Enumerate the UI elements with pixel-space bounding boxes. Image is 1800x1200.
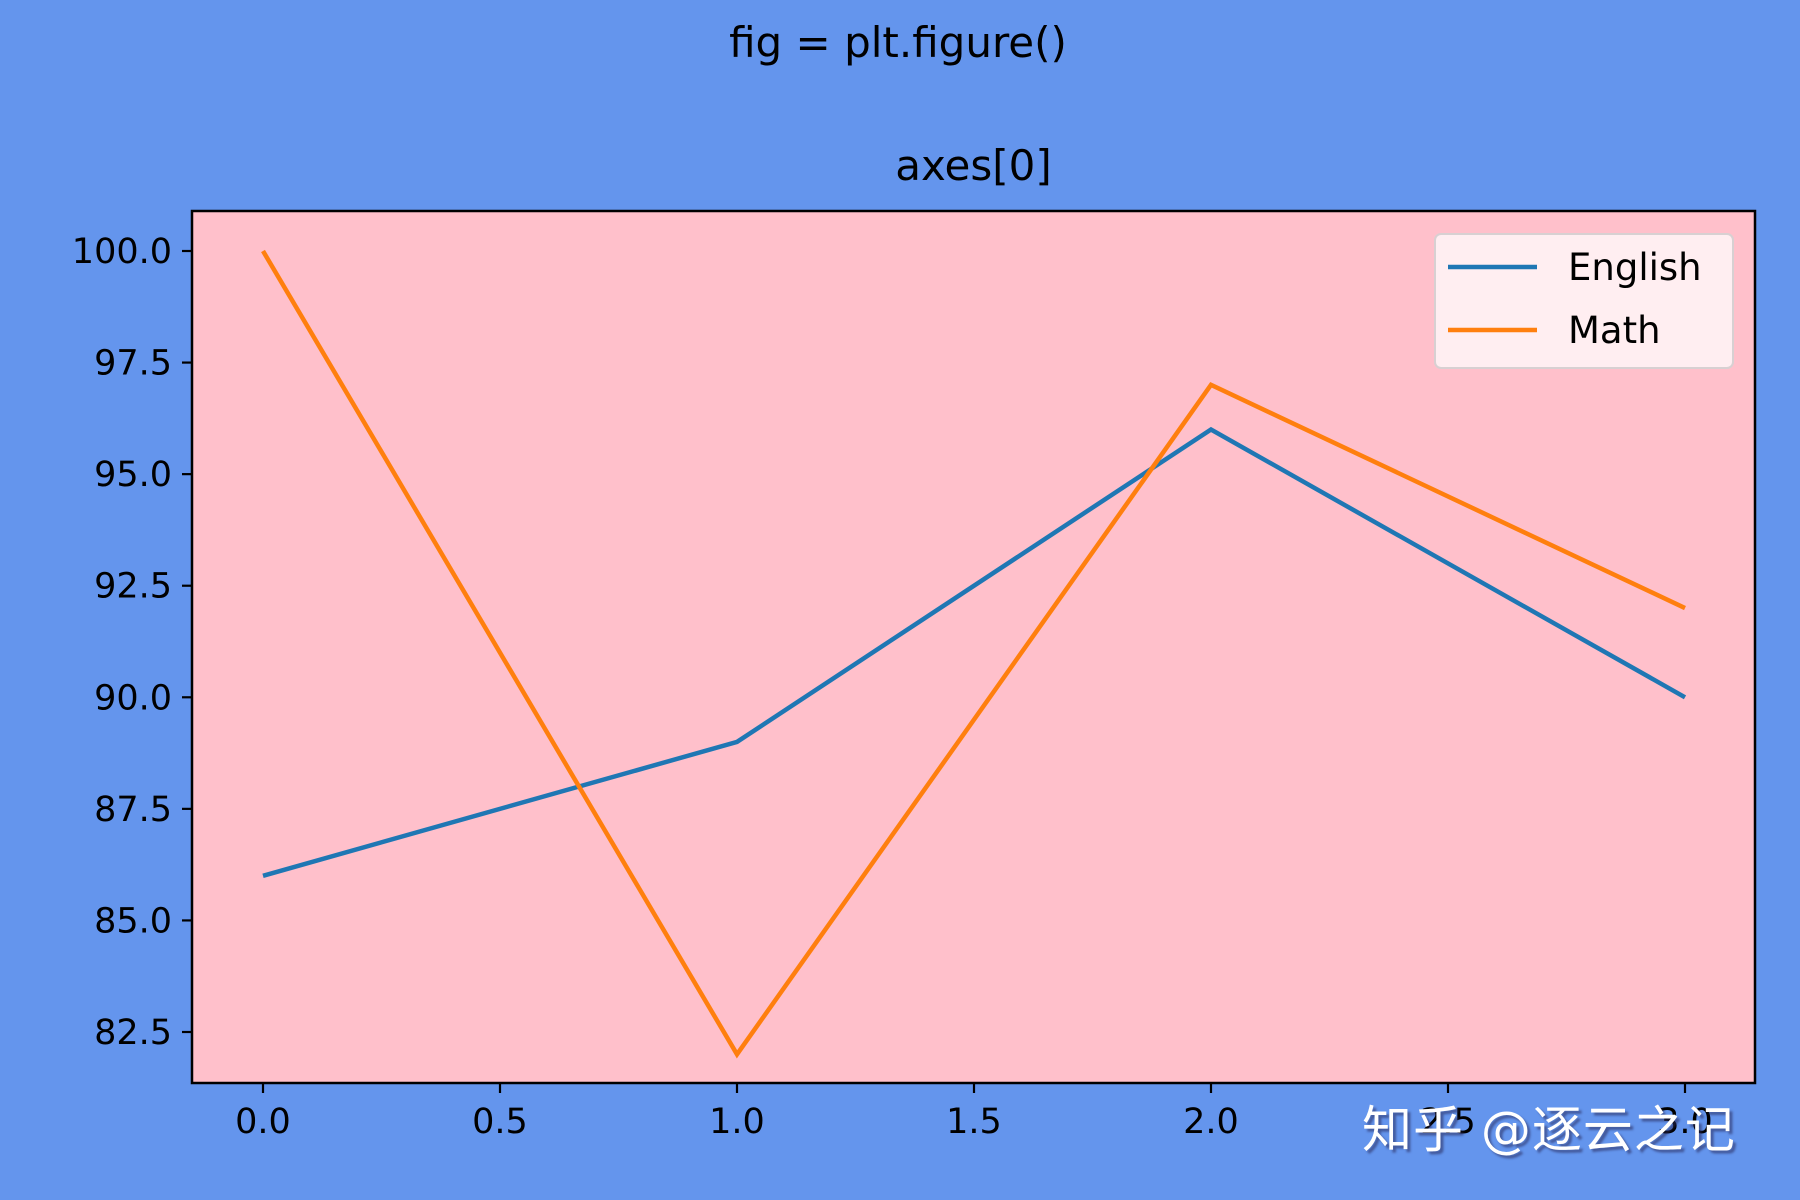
- x-tick-label: 2.0: [1183, 1102, 1239, 1142]
- y-tick-label: 97.5: [94, 344, 172, 384]
- y-tick-label: 87.5: [94, 790, 172, 830]
- y-tick-label: 82.5: [94, 1013, 172, 1053]
- legend: English Math: [1434, 233, 1734, 369]
- legend-label-math: Math: [1568, 309, 1661, 352]
- x-tick-label: 1.5: [946, 1102, 1002, 1142]
- y-tick-label: 92.5: [94, 567, 172, 607]
- y-tick-label: 85.0: [94, 901, 172, 941]
- y-tick-label: 90.0: [94, 678, 172, 718]
- axes-title: axes[0]: [895, 141, 1052, 190]
- watermark: 知乎 @逐云之记: [1362, 1101, 1736, 1159]
- x-tick-label: 0.0: [235, 1102, 291, 1142]
- series-line-math: [261, 249, 1686, 1059]
- figure-suptitle: fig = plt.figure(): [729, 18, 1067, 67]
- y-tick-label: 100.0: [72, 232, 172, 272]
- plot-frame: [190, 209, 1757, 1085]
- y-axis: 82.5 85.0 87.5 90.0 92.5 95.0 97.5 100.0: [72, 232, 192, 1053]
- x-tick-label: 3.0: [1657, 1102, 1713, 1142]
- series-lines: [261, 249, 1687, 1059]
- x-tick-label: 2.5: [1420, 1102, 1476, 1142]
- legend-label-english: English: [1568, 246, 1702, 289]
- x-tick-label: 0.5: [472, 1102, 528, 1142]
- series-line-english: [262, 426, 1687, 878]
- x-axis: 0.0 0.5 1.0 1.5 2.0 2.5 3.0: [235, 1083, 1713, 1142]
- x-tick-label: 1.0: [709, 1102, 765, 1142]
- y-tick-label: 95.0: [94, 455, 172, 495]
